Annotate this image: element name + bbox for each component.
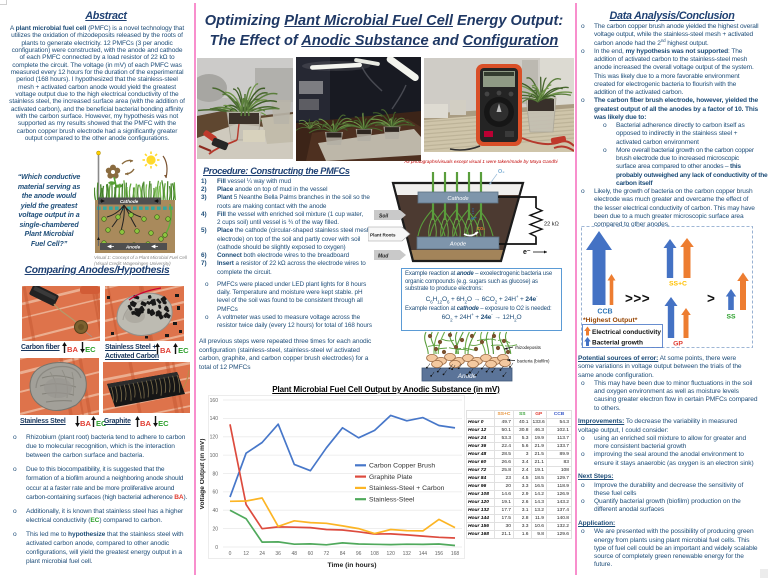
svg-text:84: 84 [340,551,346,557]
svg-text:CCB: CCB [597,309,612,316]
svg-text:Anode: Anode [125,245,141,250]
svg-text:36: 36 [275,551,281,557]
svg-text:100: 100 [210,453,219,459]
svg-text:24: 24 [259,551,265,557]
svg-text:Soil: Soil [379,214,389,220]
svg-text:Time (in hours): Time (in hours) [328,562,377,569]
svg-text:168: 168 [451,551,460,557]
svg-text:Mud: Mud [378,254,389,260]
svg-text:e⁻: e⁻ [523,249,531,256]
svg-text:Cathode: Cathode [120,199,139,204]
svg-text:72: 72 [324,551,330,557]
svg-text:SS: SS [726,314,736,321]
svg-text:0: 0 [215,545,218,551]
svg-text:rhizodeposits: rhizodeposits [515,345,542,350]
svg-text:12: 12 [243,551,249,557]
svg-text:22 kΩ: 22 kΩ [544,222,559,228]
svg-text:CO₂: CO₂ [477,226,485,231]
svg-text:Cathode: Cathode [447,196,468,202]
svg-text:132: 132 [403,551,412,557]
svg-text:Bacterial growth: Bacterial growth [592,340,643,347]
svg-text:Electrical conductivity: Electrical conductivity [592,329,661,336]
svg-text:60: 60 [212,490,218,496]
svg-text:108: 108 [370,551,379,557]
svg-text:80: 80 [212,471,218,477]
svg-text:160: 160 [210,398,219,404]
svg-text:20: 20 [212,526,218,532]
svg-text:H⁺: H⁺ [471,216,477,221]
svg-text:GP: GP [673,341,683,348]
svg-text:120: 120 [210,435,219,441]
svg-text:60: 60 [308,551,314,557]
svg-text:*Highest Output*: *Highest Output* [583,317,638,324]
svg-text:SS+C: SS+C [669,281,687,288]
svg-text:140: 140 [210,416,219,422]
svg-text:Stainless-Steel + Carbon: Stainless-Steel + Carbon [369,485,445,492]
svg-text:O₂: O₂ [498,169,505,175]
svg-text:Plant Roots: Plant Roots [370,233,396,238]
svg-text:120: 120 [387,551,396,557]
svg-text:Graphite Plate: Graphite Plate [369,474,413,481]
svg-text:0: 0 [229,551,232,557]
svg-text:40: 40 [212,508,218,514]
svg-text:Anode: Anode [457,373,477,380]
svg-text:Carbon Copper Brush: Carbon Copper Brush [369,463,435,470]
svg-text:48: 48 [292,551,298,557]
svg-text:Anode: Anode [449,242,466,248]
svg-text:bacteria (biofilm): bacteria (biofilm) [517,359,550,364]
svg-text:>: > [707,291,715,306]
svg-text:>>>: >>> [625,291,650,306]
svg-text:Stainless-Steel: Stainless-Steel [369,497,415,504]
svg-text:144: 144 [419,551,428,557]
svg-text:156: 156 [435,551,444,557]
svg-text:Voltage Output (in mV): Voltage Output (in mV) [200,439,206,510]
svg-text:96: 96 [356,551,362,557]
